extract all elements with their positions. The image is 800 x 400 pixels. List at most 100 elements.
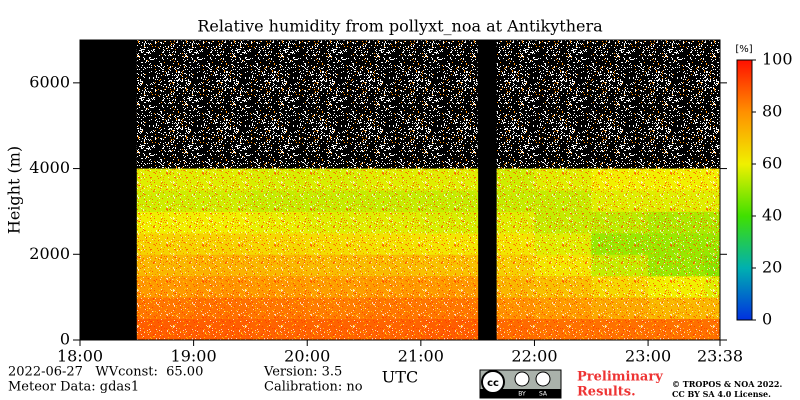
- footer-calibration: Calibration: no: [264, 380, 363, 395]
- cell-texture: [496, 275, 535, 298]
- badge-by-icon: [514, 371, 530, 387]
- x-tick-label: 19:00: [171, 347, 217, 366]
- y-axis-label: Height (m): [5, 146, 24, 234]
- cell-texture: [136, 318, 194, 340]
- footer-version: Version: 3.5: [263, 365, 342, 380]
- badge-strip: [480, 389, 561, 398]
- cell-texture: [307, 254, 365, 276]
- cell-texture: [591, 275, 649, 298]
- badge-sa-icon: [535, 371, 551, 387]
- cell-texture: [704, 168, 720, 190]
- cell-texture: [591, 168, 649, 190]
- x-tick-label: 23:38: [697, 347, 743, 366]
- cell-texture: [496, 318, 535, 340]
- preliminary-1: Preliminary: [577, 370, 663, 385]
- no-signal: [534, 40, 592, 169]
- footer-meteor: Meteor Data: gdas1: [8, 380, 139, 395]
- badge-sa: SA: [539, 391, 548, 398]
- cell-texture: [136, 275, 194, 298]
- badge-cc: [481, 370, 505, 394]
- cell-texture: [364, 211, 421, 233]
- cell-texture: [648, 318, 705, 340]
- cell-texture: [496, 232, 535, 255]
- colorbar-tick-label: 80: [762, 102, 782, 121]
- x-tick-label: 21:00: [398, 347, 444, 366]
- cell-texture: [648, 211, 705, 233]
- cell-texture: [534, 190, 592, 212]
- cell-texture: [250, 190, 308, 212]
- chart-title: Relative humidity from pollyxt_noa at An…: [197, 17, 603, 36]
- cc-badge: cc BY SA: [479, 369, 562, 399]
- cell-texture: [364, 168, 421, 190]
- cell-texture: [534, 168, 592, 190]
- colorbar-tick-label: 100: [762, 50, 793, 69]
- x-tick-label: 20:00: [284, 347, 330, 366]
- cell-texture: [136, 254, 194, 276]
- no-signal: [307, 40, 365, 169]
- cell-texture: [591, 297, 649, 319]
- cell-texture: [648, 168, 705, 190]
- x-tick-label: 18:00: [57, 347, 103, 366]
- cell-texture: [591, 232, 649, 255]
- cell-texture: [193, 275, 251, 298]
- cell-texture: [648, 190, 705, 212]
- cell-texture: [534, 211, 592, 233]
- x-axis-label: UTC: [382, 368, 418, 387]
- no-signal: [591, 40, 649, 169]
- cell-texture: [307, 232, 365, 255]
- cell-texture: [420, 232, 478, 255]
- cell-texture: [496, 190, 535, 212]
- cell-texture: [534, 254, 592, 276]
- cell-texture: [364, 275, 421, 298]
- colorbar-tick-label: 20: [762, 258, 782, 277]
- cell-texture: [250, 275, 308, 298]
- footer-date: 2022-06-27 WVconst: 65.00: [8, 365, 203, 380]
- cell-texture: [420, 168, 478, 190]
- cell-texture: [136, 297, 194, 319]
- cell-texture: [136, 232, 194, 255]
- colorbar-tick-label: 0: [762, 310, 772, 329]
- cell-texture: [250, 297, 308, 319]
- colorbar: [736, 59, 753, 321]
- no-signal: [250, 40, 308, 169]
- cell-texture: [307, 190, 365, 212]
- cell-texture: [704, 275, 720, 298]
- cell-texture: [250, 318, 308, 340]
- cell-texture: [193, 297, 251, 319]
- cell-texture: [307, 318, 365, 340]
- cell-texture: [193, 232, 251, 255]
- cell-texture: [307, 168, 365, 190]
- cell-texture: [534, 232, 592, 255]
- no-signal: [496, 40, 535, 169]
- cell-texture: [420, 254, 478, 276]
- y-tick-label: 6000: [29, 72, 70, 91]
- cell-texture: [496, 254, 535, 276]
- cell-texture: [364, 232, 421, 255]
- cell-texture: [364, 318, 421, 340]
- cell-texture: [136, 211, 194, 233]
- cell-texture: [420, 275, 478, 298]
- cell-texture: [648, 232, 705, 255]
- y-tick-label: 0: [60, 330, 70, 349]
- no-signal: [648, 40, 705, 169]
- cell-texture: [420, 318, 478, 340]
- y-tick-label: 2000: [29, 244, 70, 263]
- cell-texture: [420, 211, 478, 233]
- cell-texture: [307, 297, 365, 319]
- cell-texture: [136, 168, 194, 190]
- preliminary-2: Results.: [577, 385, 636, 400]
- colorbar-label: [%]: [735, 44, 752, 55]
- cell-texture: [364, 297, 421, 319]
- cell-texture: [250, 168, 308, 190]
- cell-texture: [193, 254, 251, 276]
- copyright-2: CC BY SA 4.0 License.: [672, 389, 771, 399]
- cell-texture: [648, 275, 705, 298]
- cell-texture: [193, 211, 251, 233]
- cell-texture: [420, 297, 478, 319]
- cell-texture: [250, 254, 308, 276]
- cell-texture: [591, 318, 649, 340]
- cell-texture: [534, 275, 592, 298]
- cell-texture: [496, 211, 535, 233]
